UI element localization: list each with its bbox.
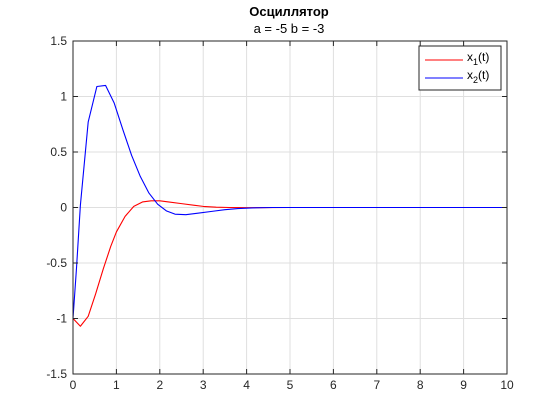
chart-subtitle: a = -5 b = -3 bbox=[254, 21, 325, 36]
axis-ticks: 0 1 2 3 4 5 6 7 8 9 10 -1.5 -1 -0.5 0 0.5 1 1.5 bbox=[46, 34, 514, 392]
x-tick-label: 3 bbox=[200, 378, 207, 392]
y-tick-label: -1.5 bbox=[46, 367, 67, 381]
x-tick-label: 7 bbox=[373, 378, 380, 392]
series-line-x2 bbox=[72, 84, 507, 319]
x-tick-label: 2 bbox=[156, 378, 163, 392]
legend-box bbox=[418, 45, 502, 91]
x-tick-label: 5 bbox=[287, 378, 294, 392]
legend-label-x1: x1(t) bbox=[467, 50, 489, 67]
y-tick-label: -0.5 bbox=[46, 256, 67, 270]
y-tick-label: 0.5 bbox=[50, 145, 67, 159]
x-tick-label: 0 bbox=[70, 378, 77, 392]
legend-label-x2: x2(t) bbox=[467, 68, 489, 85]
legend: x1(t)x2(t) bbox=[418, 45, 502, 91]
y-tick-label: 1.5 bbox=[50, 34, 67, 48]
y-tick-label: 0 bbox=[60, 201, 67, 215]
x-tick-label: 8 bbox=[417, 378, 424, 392]
y-tick-label: -1 bbox=[56, 312, 67, 326]
chart-title: Осциллятор bbox=[249, 4, 329, 19]
x-tick-label: 1 bbox=[113, 378, 120, 392]
x-tick-label: 6 bbox=[330, 378, 337, 392]
x-tick-label: 4 bbox=[243, 378, 250, 392]
series-layer bbox=[72, 84, 507, 327]
y-tick-label: 1 bbox=[60, 90, 67, 104]
x-tick-label: 10 bbox=[500, 378, 514, 392]
x-tick-label: 9 bbox=[460, 378, 467, 392]
